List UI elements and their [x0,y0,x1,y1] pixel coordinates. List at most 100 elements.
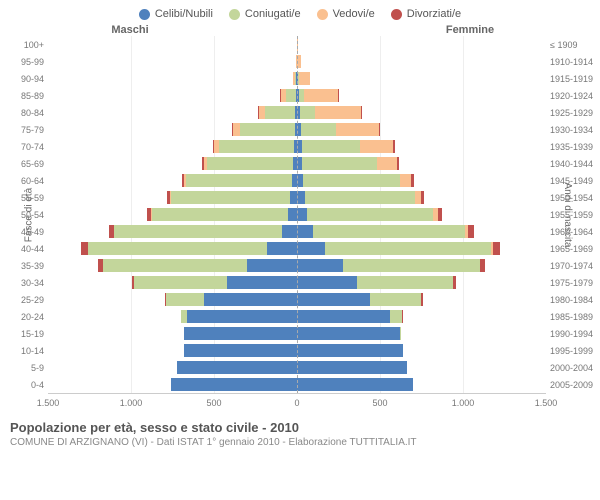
x-tick: 500 [206,398,221,408]
male-bar [48,106,297,119]
segment [207,157,293,170]
segment [114,225,282,238]
legend-swatch [317,9,328,20]
segment [187,310,297,323]
segment [377,157,397,170]
segment [184,344,297,357]
year-label: 1915-1919 [550,74,600,84]
segment [453,276,456,289]
age-label: 100+ [6,40,44,50]
female-bar [297,208,546,221]
legend-item: Celibi/Nubili [139,8,213,20]
segment [302,157,377,170]
segment [297,208,307,221]
legend: Celibi/NubiliConiugati/eVedovi/eDivorzia… [0,0,600,24]
segment [227,276,297,289]
year-label: 1945-1949 [550,176,600,186]
female-bar [297,242,546,255]
age-label: 80-84 [6,108,44,118]
age-label: 70-74 [6,142,44,152]
segment [88,242,267,255]
segment [400,174,412,187]
segment [184,327,297,340]
segment [379,123,380,136]
male-bar [48,276,297,289]
female-bar [297,191,546,204]
segment [313,225,466,238]
age-label: 40-44 [6,244,44,254]
age-label: 90-94 [6,74,44,84]
segment [267,242,297,255]
segment [343,259,479,272]
female-bar [297,38,546,51]
x-axis: 1.5001.00050005001.0001.500 [0,398,600,412]
year-label: 1965-1969 [550,244,600,254]
segment [186,174,292,187]
male-bar [48,344,297,357]
rows-container: 100+≤ 190995-991910-191490-941915-191985… [48,36,546,394]
segment [305,191,415,204]
age-label: 75-79 [6,125,44,135]
segment [152,208,288,221]
segment [297,276,357,289]
legend-item: Divorziati/e [391,8,461,20]
male-bar [48,89,297,102]
year-label: 1995-1999 [550,346,600,356]
male-bar [48,157,297,170]
female-bar [297,55,546,68]
female-bar [297,276,546,289]
segment [204,293,297,306]
segment [297,293,370,306]
year-label: 1990-1994 [550,329,600,339]
year-label: 1920-1924 [550,91,600,101]
segment [134,276,227,289]
gender-headers: Maschi Femmine [0,24,600,36]
segment [240,123,295,136]
year-label: 1975-1979 [550,278,600,288]
segment [493,242,500,255]
segment [297,242,325,255]
segment [103,259,247,272]
segment [297,327,400,340]
legend-label: Celibi/Nubili [155,8,213,20]
x-tick: 1.000 [452,398,475,408]
male-bar [48,242,297,255]
age-label: 20-24 [6,312,44,322]
legend-item: Coniugati/e [229,8,301,20]
male-bar [48,55,297,68]
footer-subtitle: COMUNE DI ARZIGNANO (VI) - Dati ISTAT 1°… [10,437,590,448]
header-female: Femmine [300,24,600,36]
year-label: 2005-2009 [550,380,600,390]
segment [336,123,379,136]
x-tick: 1.500 [37,398,60,408]
male-bar [48,72,297,85]
male-bar [48,327,297,340]
segment [421,191,424,204]
segment [357,276,453,289]
segment [171,378,297,391]
segment [233,123,240,136]
segment [304,89,339,102]
male-bar [48,38,297,51]
female-bar [297,361,546,374]
year-label: 2000-2004 [550,363,600,373]
female-bar [297,225,546,238]
segment [282,225,297,238]
x-tick: 0 [294,398,299,408]
segment [315,106,361,119]
female-bar [297,123,546,136]
x-tick: 500 [372,398,387,408]
segment [468,225,474,238]
segment [171,191,291,204]
segment [297,378,413,391]
segment [370,293,421,306]
x-ticks: 1.5001.00050005001.0001.500 [48,398,546,412]
segment [390,310,402,323]
segment [297,259,343,272]
year-label: 1980-1984 [550,295,600,305]
segment [361,106,362,119]
male-bar [48,191,297,204]
legend-swatch [139,9,150,20]
female-bar [297,72,546,85]
male-bar [48,123,297,136]
